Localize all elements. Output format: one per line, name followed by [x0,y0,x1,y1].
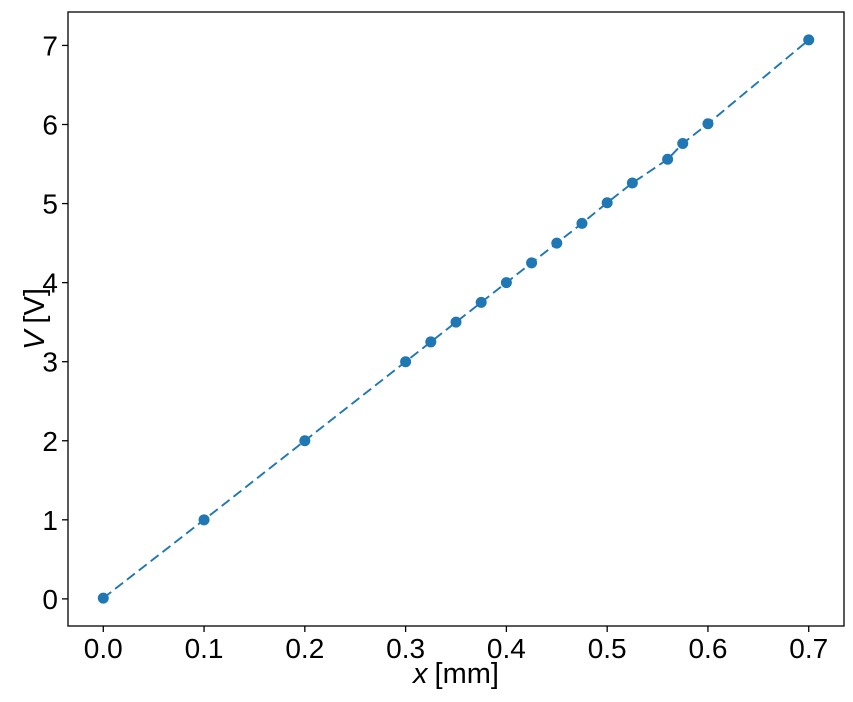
x-tick-label: 0.4 [487,633,526,664]
axes-spines [67,11,845,627]
data-point [475,296,487,308]
data-point [601,197,613,209]
y-axis-label: V[V] [19,288,51,350]
x-axis-ticks: 0.0 0.1 0.2 0.3 0.4 0.5 0.6 0.7 [84,626,828,664]
y-tick-label: 4 [42,268,58,299]
data-point [299,435,311,447]
x-tick-label: 0.1 [185,633,224,664]
data-point [576,217,588,229]
y-tick-label: 2 [42,426,58,457]
data-point [526,257,538,269]
x-tick-label: 0.3 [386,633,425,664]
x-tick-label: 0.6 [688,633,727,664]
data-point [662,153,674,165]
data-point [400,356,412,368]
y-tick-label: 7 [42,30,58,61]
x-tick-label: 0.5 [588,633,627,664]
data-point [551,237,563,249]
data-point [97,592,109,604]
plot-border [67,11,845,627]
y-tick-label: 1 [42,505,58,536]
data-point [626,177,638,189]
data-point [198,514,210,526]
y-tick-label: 0 [42,584,58,615]
data-point [500,277,512,289]
x-axis-label: x [mm] [411,658,499,690]
data-point [702,118,714,130]
y-axis-ticks: 0 1 2 3 4 5 6 7 [42,30,68,615]
x-tick-label: 0.7 [789,633,828,664]
data-point [677,137,689,149]
x-tick-label: 0.0 [84,633,123,664]
x-tick-label: 0.2 [285,633,324,664]
y-tick-label: 6 [42,110,58,141]
y-tick-label: 5 [42,189,58,220]
data-point [803,34,815,46]
data-point [425,336,437,348]
y-tick-label: 3 [42,347,58,378]
data-point [450,316,462,328]
data-series [97,34,815,604]
